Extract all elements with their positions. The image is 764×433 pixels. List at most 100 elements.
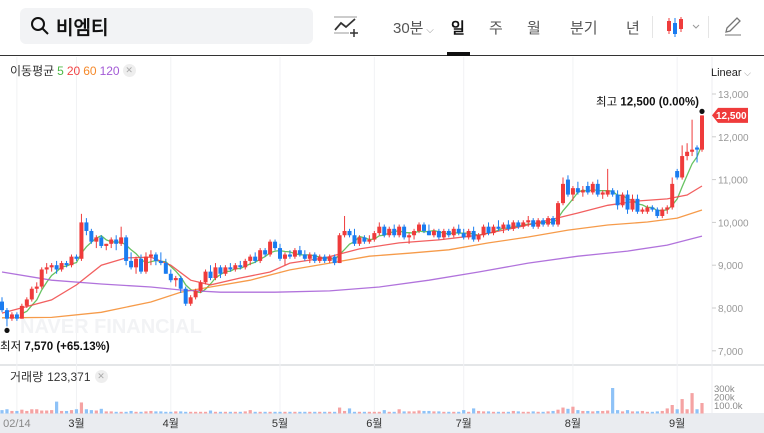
candle-body bbox=[238, 265, 243, 268]
candle-body bbox=[139, 258, 144, 272]
volume-bar bbox=[114, 411, 118, 414]
candle-body bbox=[158, 260, 163, 264]
candle-body bbox=[282, 254, 287, 259]
volume-bar bbox=[194, 411, 198, 414]
volume-bar bbox=[64, 410, 69, 414]
volume-bar bbox=[437, 411, 441, 414]
candle-body bbox=[342, 230, 347, 236]
volume-bar bbox=[392, 411, 396, 414]
volume-bar bbox=[427, 410, 431, 414]
candle-body bbox=[466, 230, 471, 238]
candle-body bbox=[362, 237, 367, 242]
tab-quarter[interactable]: 분기 bbox=[570, 20, 598, 37]
tab-year[interactable]: 년 bbox=[626, 20, 640, 37]
candle-body bbox=[491, 226, 496, 234]
volume-bar bbox=[248, 410, 252, 414]
y-tick-label: 12,000 bbox=[718, 133, 749, 144]
candle-body bbox=[203, 271, 208, 283]
candle-body bbox=[124, 237, 129, 261]
volume-bar bbox=[104, 411, 108, 414]
x-tick-label: 02/14 bbox=[3, 418, 31, 430]
volume-bar bbox=[606, 410, 610, 414]
candle-body bbox=[446, 230, 451, 236]
candle-body bbox=[486, 226, 491, 234]
volume-bar bbox=[690, 393, 694, 414]
candle-body bbox=[695, 147, 700, 150]
volume-bar bbox=[20, 409, 24, 414]
volume-bar bbox=[328, 411, 332, 414]
volume-bar bbox=[695, 409, 699, 414]
tab-day[interactable]: 일 bbox=[451, 20, 465, 37]
candle-body bbox=[605, 190, 610, 195]
stock-name: 비엠티 bbox=[56, 17, 109, 39]
candle-body bbox=[421, 224, 426, 231]
last-price-value: 12,500 bbox=[716, 111, 747, 122]
candle-body bbox=[332, 256, 337, 264]
candle-body bbox=[79, 222, 84, 259]
candle-body bbox=[337, 235, 342, 264]
volume-bar bbox=[665, 408, 669, 414]
watermark-text: NAVER FINANCIAL bbox=[20, 316, 202, 338]
candle-body bbox=[278, 248, 283, 259]
close-icon[interactable]: ✕ bbox=[94, 370, 108, 383]
candle-body bbox=[34, 286, 39, 289]
candle-body bbox=[129, 260, 134, 268]
candle-body bbox=[268, 241, 273, 255]
close-icon[interactable]: ✕ bbox=[122, 64, 136, 77]
volume-bar bbox=[417, 410, 421, 414]
interval-select-value: 30분 bbox=[393, 20, 424, 37]
interval-select[interactable]: 30분 ⌵ bbox=[393, 17, 434, 38]
candle-body bbox=[407, 235, 412, 238]
volume-bar bbox=[496, 411, 501, 414]
active-tab-indicator bbox=[447, 52, 470, 56]
candle-body bbox=[461, 233, 466, 238]
candle-body bbox=[645, 207, 650, 212]
candle-body bbox=[253, 256, 258, 261]
scale-mode-select[interactable]: Linear ⌵ bbox=[711, 67, 751, 79]
candle-body bbox=[59, 263, 64, 270]
volume-bar bbox=[134, 411, 138, 414]
volume-bar bbox=[119, 411, 123, 414]
stock-search-box[interactable]: 비엠티 bbox=[20, 8, 313, 44]
candle-body bbox=[218, 267, 223, 274]
volume-bar bbox=[546, 411, 550, 414]
volume-bar bbox=[303, 411, 307, 414]
volume-bar bbox=[258, 411, 262, 414]
last-price-tag bbox=[712, 107, 748, 123]
volume-bar bbox=[318, 411, 322, 414]
volume-bar bbox=[501, 411, 506, 414]
tab-month[interactable]: 월 bbox=[527, 20, 541, 37]
candle-body bbox=[541, 220, 546, 225]
volume-bar bbox=[25, 410, 29, 414]
tab-week[interactable]: 주 bbox=[489, 20, 503, 37]
candle-body bbox=[690, 149, 695, 152]
candle-body bbox=[496, 226, 501, 229]
candle-body bbox=[193, 290, 198, 298]
volume-bar bbox=[640, 410, 645, 414]
x-tick-label: 8월 bbox=[565, 417, 581, 430]
candle-type-icon[interactable] bbox=[665, 15, 701, 37]
volume-bar bbox=[129, 410, 133, 414]
volume-bar bbox=[660, 410, 664, 414]
candle-body bbox=[273, 241, 278, 249]
volume-bar bbox=[45, 410, 49, 414]
candle-body bbox=[595, 183, 600, 195]
candle-body bbox=[173, 278, 178, 281]
volume-bar bbox=[333, 411, 337, 414]
candle-body bbox=[312, 254, 317, 261]
volume-bar bbox=[630, 411, 635, 414]
candle-body bbox=[223, 267, 228, 274]
volume-bar bbox=[700, 403, 704, 414]
volume-bar bbox=[5, 409, 9, 414]
add-indicator-icon[interactable] bbox=[333, 16, 359, 38]
volume-bar bbox=[30, 409, 34, 414]
volume-bar bbox=[462, 410, 466, 414]
pencil-icon[interactable] bbox=[723, 15, 743, 37]
candle-body bbox=[263, 250, 268, 255]
candle-body bbox=[625, 194, 630, 210]
candle-body bbox=[615, 194, 620, 206]
volume-bar bbox=[59, 410, 64, 414]
volume-bar bbox=[337, 407, 342, 414]
candle-body bbox=[670, 183, 675, 208]
